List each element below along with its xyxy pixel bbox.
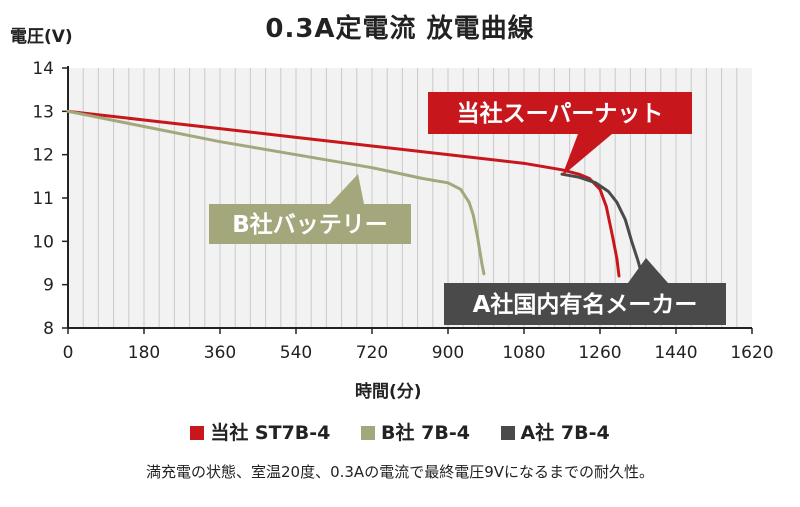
x-axis-label: 時間(分) xyxy=(355,382,422,402)
callout-b-text: B社バッテリー xyxy=(232,211,388,238)
callout-b-pointer xyxy=(330,174,364,204)
x-tick-label: 1440 xyxy=(654,343,697,363)
legend-swatch-ours xyxy=(190,426,205,440)
legend-label-ours: 当社 ST7B-4 xyxy=(210,422,331,444)
y-axis-label: 電圧(V) xyxy=(10,27,73,47)
x-tick-label: 1620 xyxy=(730,343,773,363)
legend-item-a: A社 7B-4 xyxy=(500,418,610,445)
callout-ours-text: 当社スーパーナット xyxy=(457,100,664,127)
series-line-ours xyxy=(66,109,621,278)
x-tick-label: 360 xyxy=(204,343,236,363)
callout-a-text: A社国内有名メーカー xyxy=(473,291,698,318)
legend-swatch-b xyxy=(361,426,376,440)
y-tick-label: 11 xyxy=(32,189,54,209)
legend-item-ours: 当社 ST7B-4 xyxy=(190,418,330,445)
y-tick-label: 9 xyxy=(43,276,54,296)
x-tick-label: 720 xyxy=(356,343,388,363)
x-tick-label: 900 xyxy=(432,343,464,363)
x-tick-label: 180 xyxy=(128,343,160,363)
callout-a-box xyxy=(444,283,726,325)
x-tick-label: 540 xyxy=(280,343,312,363)
legend-swatch-a xyxy=(500,426,515,440)
legend-label-b: B社 7B-4 xyxy=(381,422,470,444)
legend-label-a: A社 7B-4 xyxy=(520,422,610,444)
chart-title: 0.3A定電流 放電曲線 xyxy=(265,14,535,44)
series-line-b xyxy=(66,109,486,276)
callout-a-pointer xyxy=(628,258,668,283)
y-tick-label: 14 xyxy=(32,59,54,79)
y-tick-label: 8 xyxy=(43,319,54,339)
y-tick-label: 12 xyxy=(32,146,54,166)
callout-b-box xyxy=(209,204,411,244)
series-line-a xyxy=(560,172,644,278)
y-tick-label: 13 xyxy=(32,102,54,122)
y-tick-label: 10 xyxy=(32,232,54,252)
x-tick-label: 1260 xyxy=(578,343,621,363)
callout-ours-box xyxy=(428,92,692,134)
discharge-chart: 8 9 10 11 12 13 14 0 180 360 540 720 900 1080 1260 1440… xyxy=(32,59,773,363)
legend: 当社 ST7B-4 B社 7B-4 A社 7B-4 xyxy=(0,418,800,445)
callout-ours-pointer xyxy=(562,134,612,176)
x-tick-label: 0 xyxy=(63,343,74,363)
footnote: 満充電の状態、室温20度、0.3Aの電流で最終電圧9Vになるまでの耐久性。 xyxy=(145,463,654,481)
x-tick-label: 1080 xyxy=(502,343,545,363)
legend-item-b: B社 7B-4 xyxy=(361,418,470,445)
